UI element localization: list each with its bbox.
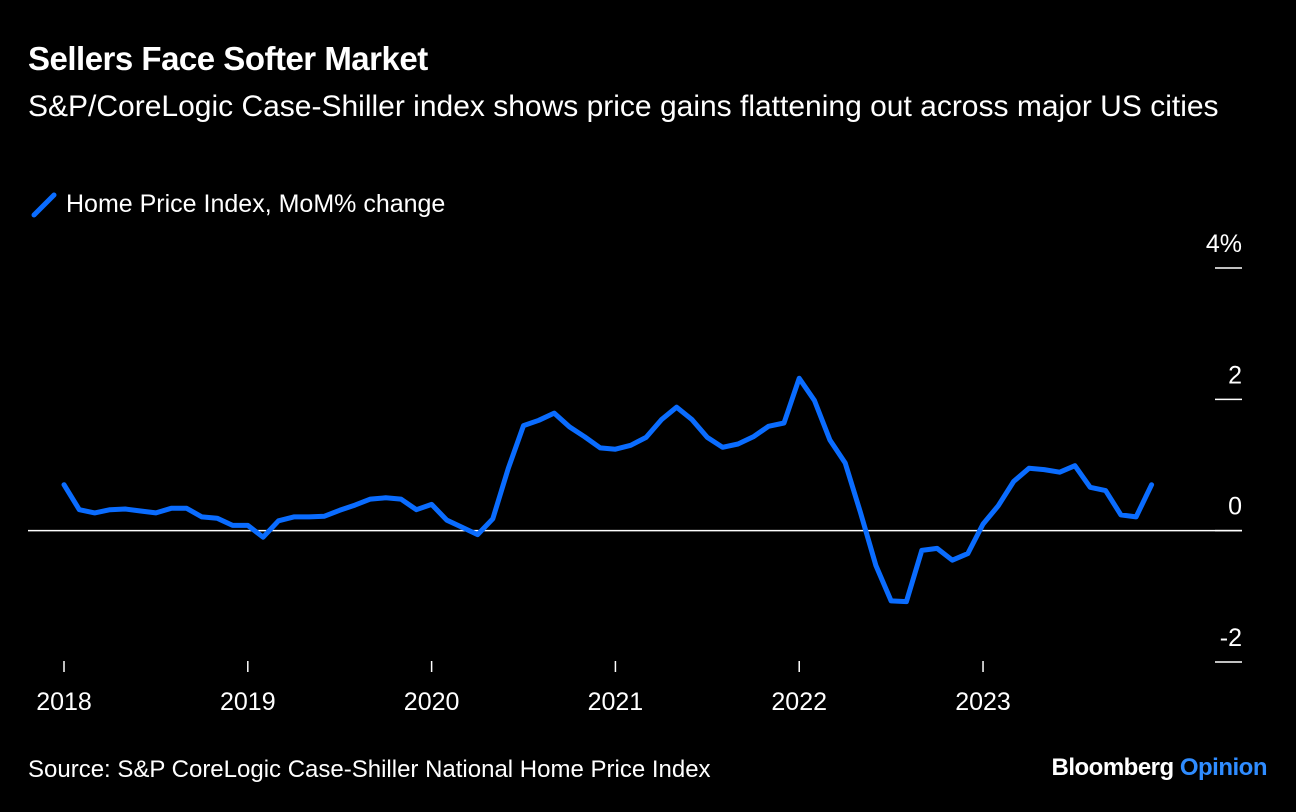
brand-logo: Bloomberg Opinion [1052, 754, 1268, 782]
x-tick-label-5: 2023 [955, 688, 1011, 716]
y-tick-label-0: 4% [1206, 230, 1242, 258]
y-tick-label-2: 0 [1228, 493, 1242, 521]
legend: Home Price Index, MoM% change [30, 190, 445, 219]
source-note: Source: S&P CoreLogic Case-Shiller Natio… [28, 756, 711, 783]
legend-line-swatch [31, 192, 57, 217]
chart-title: Sellers Face Softer Market [28, 40, 428, 77]
legend-label: Home Price Index, MoM% change [66, 190, 446, 218]
x-tick-label-0: 2018 [36, 688, 92, 716]
x-tick-label-4: 2022 [771, 688, 827, 716]
series-line-home-price-index [61, 375, 1155, 605]
y-tick-label-1: 2 [1228, 361, 1242, 389]
line-chart: 4% 2 0 -2 2018 2019 2020 2021 2022 2023 [28, 230, 1242, 716]
x-tick-label-3: 2021 [588, 688, 644, 716]
chart-subtitle: S&P/CoreLogic Case-Shiller index shows p… [28, 90, 1219, 123]
x-tick-label-2: 2020 [404, 688, 460, 716]
y-tick-label-3: -2 [1220, 624, 1242, 652]
x-tick-label-1: 2019 [220, 688, 276, 716]
brand-name: Bloomberg [1051, 754, 1175, 781]
brand-opinion: Opinion [1179, 754, 1268, 781]
